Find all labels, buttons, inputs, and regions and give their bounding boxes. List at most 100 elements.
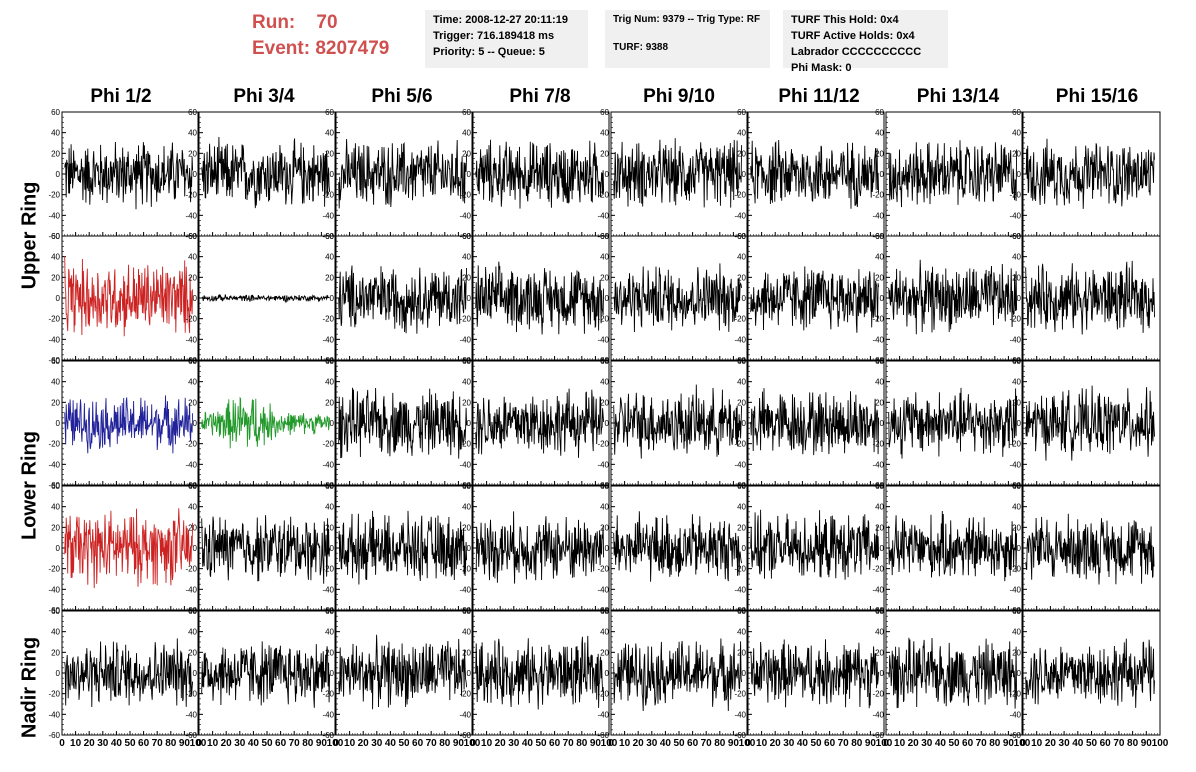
y-tick-label: 0 — [467, 170, 472, 179]
y-tick-label: 40 — [462, 378, 471, 387]
y-tick-label: -20 — [48, 191, 60, 200]
y-tick-label: -20 — [734, 565, 746, 574]
y-tick-label: 20 — [462, 273, 471, 282]
x-tick-label: 50 — [124, 738, 136, 749]
x-tick-label: 20 — [495, 738, 507, 749]
y-tick-label: -20 — [597, 191, 609, 200]
x-tick-label: 0 — [59, 738, 65, 749]
x-tick-label: 50 — [673, 738, 685, 749]
y-tick-label: -40 — [597, 585, 609, 594]
y-tick-label: 20 — [188, 149, 197, 158]
x-tick-label: 60 — [412, 738, 424, 749]
y-tick-label: 40 — [737, 503, 746, 512]
x-tick-label: 90 — [453, 738, 465, 749]
y-tick-label: -40 — [459, 710, 471, 719]
y-tick-label: 0 — [330, 544, 335, 553]
x-tick-label: 50 — [398, 738, 410, 749]
y-tick-label: 20 — [875, 273, 884, 282]
event-value: 8207479 — [315, 38, 390, 59]
x-tick-label: 70 — [838, 738, 850, 749]
x-tick-label: 20 — [221, 738, 233, 749]
waveform-trace — [201, 641, 331, 708]
y-tick-label: 0 — [880, 170, 885, 179]
x-tick-label: 0 — [333, 738, 339, 749]
y-tick-label: 0 — [467, 544, 472, 553]
x-tick-label: 30 — [234, 738, 246, 749]
y-tick-label: -40 — [48, 460, 60, 469]
x-tick-label: 80 — [1127, 738, 1139, 749]
y-tick-label: 40 — [875, 628, 884, 637]
y-tick-label: -20 — [48, 440, 60, 449]
y-tick-label: -40 — [734, 585, 746, 594]
y-tick-label: 40 — [875, 378, 884, 387]
x-tick-label: 40 — [660, 738, 672, 749]
y-tick-label: -20 — [48, 315, 60, 324]
y-tick-label: -20 — [734, 315, 746, 324]
y-tick-label: -40 — [1009, 335, 1021, 344]
y-tick-label: 60 — [1012, 607, 1021, 616]
waveform-trace — [64, 508, 194, 589]
y-tick-label: 40 — [51, 129, 60, 138]
y-tick-label: -20 — [459, 565, 471, 574]
y-tick-label: 60 — [462, 482, 471, 491]
run-value: 70 — [316, 12, 338, 33]
waveform-trace — [750, 266, 880, 333]
y-tick-label: 60 — [600, 357, 609, 366]
y-tick-label: 0 — [467, 294, 472, 303]
y-tick-label: 0 — [880, 669, 885, 678]
y-tick-label: 20 — [188, 273, 197, 282]
x-tick-label: 10 — [894, 738, 906, 749]
y-tick-label: 0 — [467, 419, 472, 428]
panel-frame — [61, 485, 199, 611]
waveform-trace — [750, 388, 880, 456]
y-tick-label: 20 — [600, 273, 609, 282]
x-tick-label: 30 — [97, 738, 109, 749]
run-row: Run: 70 — [252, 10, 389, 36]
y-tick-label: 0 — [56, 669, 61, 678]
y-tick-label: -40 — [1009, 460, 1021, 469]
x-tick-label: 90 — [865, 738, 877, 749]
y-tick-label: -40 — [1009, 585, 1021, 594]
y-tick-label: 0 — [1017, 170, 1022, 179]
y-tick-label: -40 — [597, 710, 609, 719]
y-tick-label: 60 — [600, 108, 609, 117]
y-tick-label: 20 — [51, 398, 60, 407]
column-header-phi-9-10: Phi 9/10 — [643, 86, 715, 107]
x-tick-label: 50 — [535, 738, 547, 749]
y-tick-label: 0 — [742, 544, 747, 553]
priority-text: Priority: 5 -- Queue: 5 — [433, 46, 545, 58]
y-tick-label: 40 — [325, 253, 334, 262]
event-label: Event: — [252, 38, 311, 59]
y-tick-label: 0 — [330, 669, 335, 678]
x-tick-label: 50 — [1086, 738, 1098, 749]
x-tick-label: 50 — [261, 738, 273, 749]
waveform-trace — [64, 256, 194, 337]
turf-info-box: TURF This Hold: 0x4 TURF Active Holds: 0… — [783, 10, 948, 74]
y-tick-label: 60 — [737, 607, 746, 616]
x-tick-label: 80 — [989, 738, 1001, 749]
y-tick-label: 20 — [188, 398, 197, 407]
y-tick-label: 60 — [1012, 232, 1021, 241]
x-tick-label: 90 — [316, 738, 328, 749]
x-tick-label: 80 — [165, 738, 177, 749]
x-tick-label: 0 — [196, 738, 202, 749]
y-tick-label: 0 — [1017, 294, 1022, 303]
waveform-trace — [613, 263, 743, 333]
y-tick-label: 0 — [605, 294, 610, 303]
trigger-text: Trigger: 716.189418 ms — [433, 30, 555, 42]
x-tick-label: 30 — [783, 738, 795, 749]
x-tick-label: 50 — [810, 738, 822, 749]
y-tick-label: 40 — [600, 253, 609, 262]
x-tick-label: 10 — [70, 738, 82, 749]
y-tick-label: 60 — [600, 607, 609, 616]
y-tick-label: -20 — [872, 440, 884, 449]
x-tick-label: 70 — [976, 738, 988, 749]
time-text: Time: 2008-12-27 20:11:19 — [433, 14, 568, 26]
